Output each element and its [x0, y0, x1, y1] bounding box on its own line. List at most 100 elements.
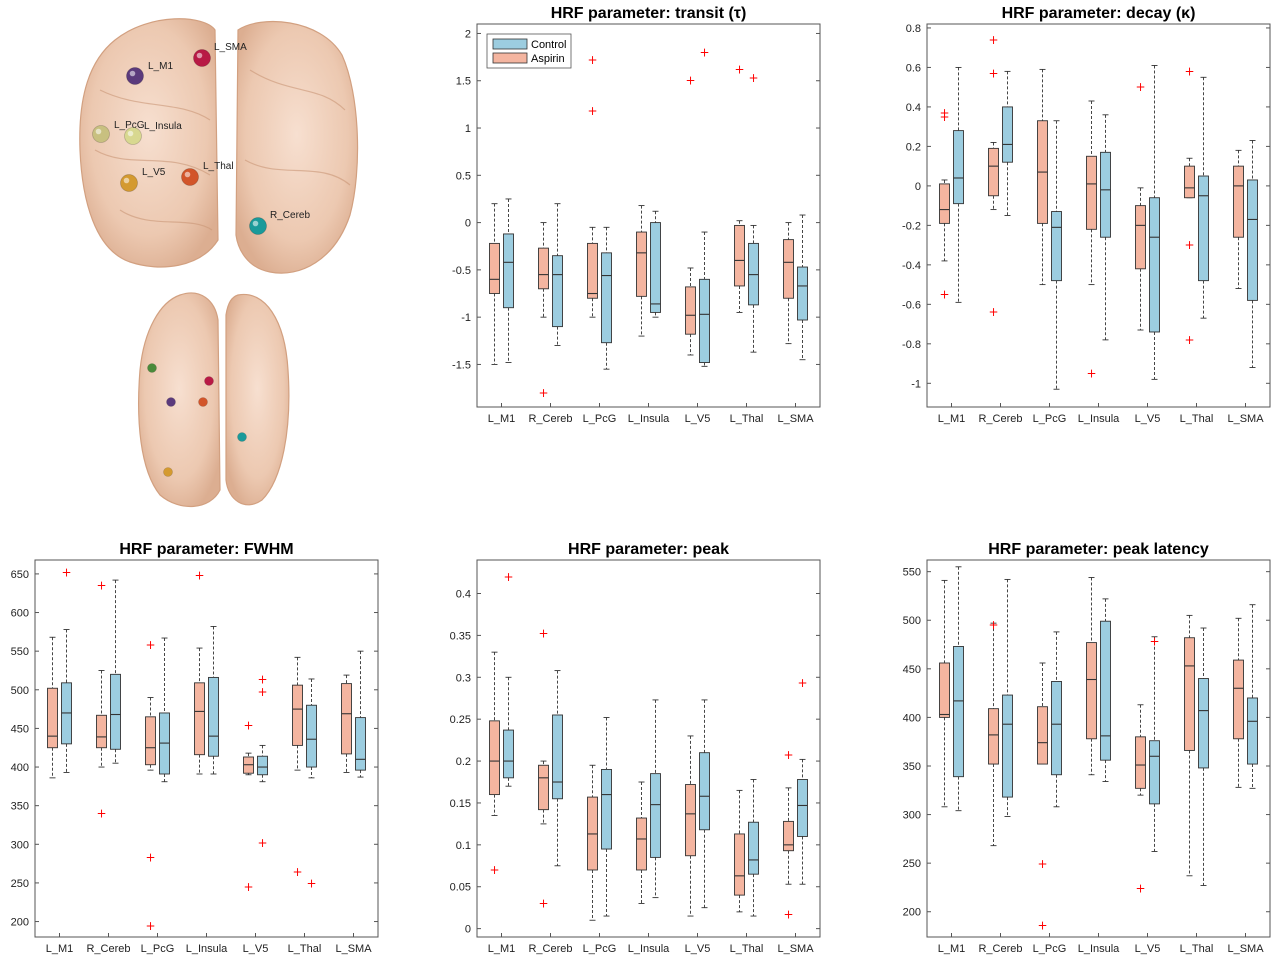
y-tick-label: 500	[11, 685, 29, 697]
outlier-marker: +	[1149, 635, 1159, 649]
x-tick-label: L_V5	[1135, 943, 1161, 955]
box-aspirin-l-sma	[1233, 617, 1244, 788]
box-control-l-insula	[1100, 598, 1111, 782]
box-aspirin-r-cereb: ++	[538, 627, 549, 910]
y-tick-label: 350	[903, 761, 921, 773]
box-iqr	[489, 242, 500, 294]
box-iqr	[552, 255, 563, 328]
outlier-marker: +	[1037, 857, 1047, 871]
box-iqr	[601, 768, 612, 850]
box-aspirin-r-cereb: ++	[96, 578, 107, 820]
box-control-l-pcg	[1051, 120, 1062, 390]
y-tick-label: 0.35	[450, 630, 471, 642]
brain-bottom-sphere	[163, 467, 173, 477]
y-tick-label: 0.6	[906, 62, 921, 74]
brain-label-l-m1: L_M1	[148, 61, 173, 72]
x-tick-label: L_SMA	[777, 413, 814, 425]
box-iqr	[797, 266, 808, 321]
box-control-l-v5	[699, 699, 710, 909]
box-iqr	[699, 278, 710, 364]
brain-top-view	[79, 18, 359, 274]
y-tick-label: 0.4	[456, 589, 471, 601]
box-iqr	[159, 712, 170, 775]
box-iqr	[587, 796, 598, 871]
box-aspirin-l-v5: +	[685, 74, 696, 356]
outlier-marker: +	[988, 618, 998, 632]
chart-title: HRF parameter: decay (κ)	[1002, 5, 1196, 22]
box-aspirin-l-insula	[636, 781, 647, 904]
outlier-marker: +	[243, 718, 253, 732]
box-iqr	[552, 714, 563, 800]
boxplot-chart-5: HRF parameter: peak latency 200 250 300 350 4…	[903, 541, 1271, 955]
y-tick-label: 0.2	[456, 756, 471, 768]
box-iqr	[1184, 637, 1195, 751]
y-tick-label: -0.8	[902, 339, 921, 351]
box-aspirin-l-insula	[1086, 577, 1097, 776]
y-tick-label: 450	[903, 664, 921, 676]
box-aspirin-l-pcg: ++	[587, 53, 598, 318]
y-tick-label: 2	[465, 28, 471, 40]
box-control-r-cereb	[1002, 578, 1013, 817]
box-aspirin-l-v5: +	[1135, 80, 1146, 331]
box-control-l-v5: +	[1149, 635, 1160, 852]
box-iqr	[1086, 155, 1097, 230]
outlier-marker: +	[61, 565, 71, 579]
x-tick-label: L_M1	[488, 413, 516, 425]
outlier-marker: +	[1184, 238, 1194, 252]
box-iqr	[47, 687, 58, 749]
y-tick-label: 250	[11, 878, 29, 890]
outlier-marker: +	[145, 638, 155, 652]
box-iqr	[748, 242, 759, 306]
plot-frame	[926, 23, 1271, 408]
y-tick-label: 500	[903, 615, 921, 627]
box-iqr	[1149, 197, 1160, 333]
brain-label-r-cereb: R_Cereb	[270, 210, 310, 221]
brain-sphere-l-pcg	[92, 125, 110, 143]
x-tick-label: L_V5	[243, 943, 269, 955]
outlier-marker: +	[748, 71, 758, 85]
brain-sphere-l-thal	[181, 168, 199, 186]
box-iqr	[1135, 736, 1146, 789]
plot-frame	[476, 559, 821, 938]
outlier-marker: +	[489, 863, 499, 877]
outlier-marker: +	[587, 53, 597, 67]
outlier-marker: +	[243, 880, 253, 894]
outlier-marker: +	[145, 850, 155, 864]
box-control-l-pcg	[1051, 631, 1062, 808]
brain-sphere-l-sma	[193, 49, 211, 67]
x-tick-label: L_V5	[685, 413, 711, 425]
box-control-l-thal: +	[748, 71, 759, 353]
box-aspirin-l-pcg: + + +	[145, 638, 156, 933]
outlier-marker: +	[988, 305, 998, 319]
box-iqr	[734, 224, 745, 287]
box-iqr	[587, 242, 598, 299]
box-aspirin-l-insula: +	[194, 568, 205, 775]
x-tick-label: L_PcG	[141, 943, 175, 955]
box-aspirin-l-pcg	[1037, 68, 1048, 286]
box-iqr	[783, 820, 794, 852]
y-tick-label: -0.5	[452, 265, 471, 277]
box-iqr	[1233, 659, 1244, 740]
box-iqr	[503, 729, 514, 779]
box-control-l-pcg	[159, 637, 170, 783]
box-control-l-insula	[650, 210, 661, 318]
legend-label-aspirin: Aspirin	[531, 53, 565, 65]
outlier-marker: +	[1086, 366, 1096, 380]
chart-title: HRF parameter: transit (τ)	[551, 5, 747, 22]
box-iqr	[636, 231, 647, 297]
box-iqr	[636, 817, 647, 871]
y-tick-label: 0.8	[906, 23, 921, 35]
box-iqr	[748, 821, 759, 875]
box-iqr	[685, 784, 696, 857]
box-control-l-sma	[1247, 604, 1258, 789]
x-tick-label: L_V5	[1135, 413, 1161, 425]
outlier-marker: +	[1135, 80, 1145, 94]
y-tick-label: 300	[903, 810, 921, 822]
y-tick-label: 450	[11, 723, 29, 735]
x-tick-label: L_PcG	[1033, 943, 1067, 955]
x-tick-label: L_PcG	[583, 943, 617, 955]
outlier-marker: +	[797, 676, 807, 690]
outlier-marker: +	[1135, 881, 1145, 895]
y-tick-label: 550	[903, 567, 921, 579]
box-aspirin-l-v5	[685, 735, 696, 917]
